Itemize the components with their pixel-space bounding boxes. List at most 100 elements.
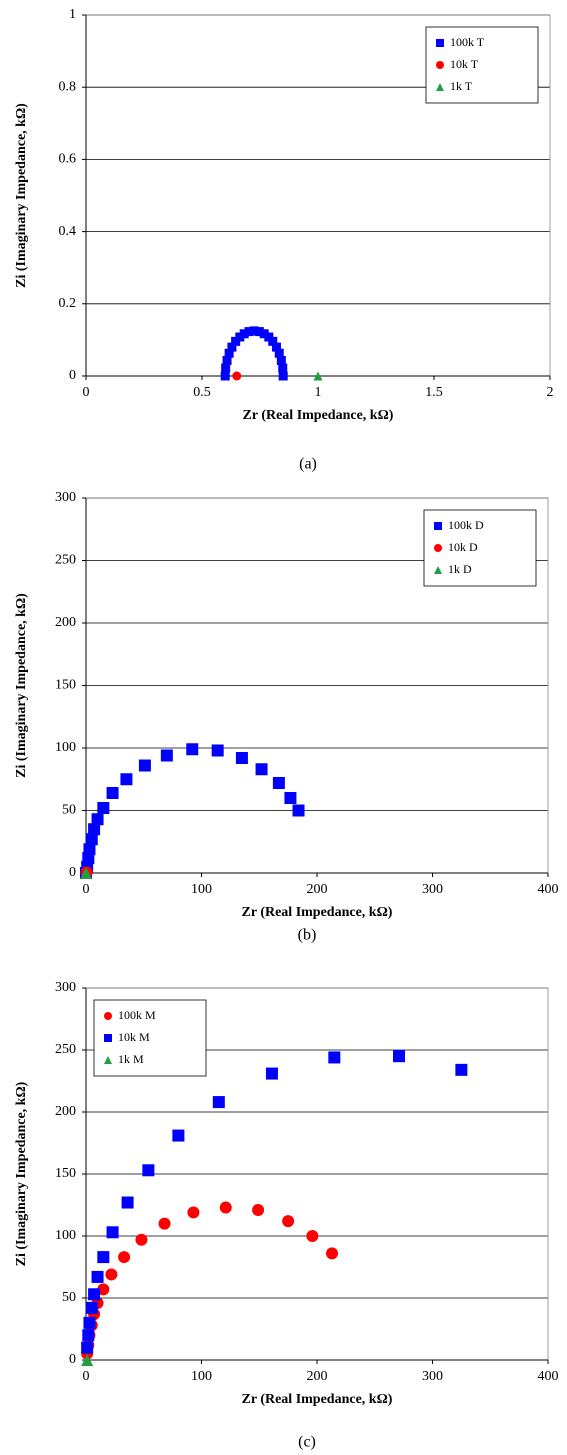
data-point	[83, 1316, 96, 1329]
data-point	[328, 1051, 341, 1064]
y-tick-label: 0	[69, 368, 76, 383]
y-tick-label: 300	[55, 490, 76, 505]
data-point	[186, 743, 199, 756]
data-point	[85, 833, 98, 846]
y-tick-label: 0.6	[59, 152, 77, 167]
legend-label: 10k M	[118, 1030, 150, 1044]
data-point	[220, 371, 230, 381]
data-point	[231, 336, 241, 346]
y-tick-label: 0	[69, 1352, 76, 1367]
data-point	[160, 749, 173, 762]
legend-label: 100k M	[118, 1008, 156, 1022]
y-tick-label: 0	[69, 865, 76, 880]
y-tick-label: 50	[62, 1290, 76, 1305]
x-tick-label: 100	[191, 882, 212, 897]
data-point	[278, 371, 288, 381]
y-tick-label: 0.2	[59, 296, 77, 311]
data-point	[81, 1354, 94, 1366]
data-point	[88, 823, 101, 836]
legend-label: 1k T	[450, 79, 473, 93]
data-point	[276, 355, 286, 365]
data-point	[106, 1226, 119, 1239]
data-point	[271, 342, 281, 352]
data-point	[227, 342, 237, 352]
x-tick-label: 0	[83, 385, 90, 400]
x-tick-label: 0	[83, 1369, 90, 1384]
x-tick-label: 300	[422, 1369, 443, 1384]
data-point	[264, 332, 274, 342]
legend-box	[425, 26, 539, 104]
legend-label: 10k T	[450, 57, 479, 71]
data-point	[313, 371, 323, 381]
data-point	[284, 792, 297, 804]
data-point	[106, 787, 119, 799]
data-point	[105, 1268, 118, 1281]
legend-marker	[104, 1034, 112, 1042]
data-point	[212, 1096, 225, 1109]
legend-label: 1k M	[118, 1052, 144, 1066]
data-point	[158, 1217, 171, 1230]
x-tick-label: 2	[547, 385, 554, 400]
data-point	[265, 1067, 278, 1080]
y-tick-label: 100	[55, 740, 76, 755]
y-tick-label: 1	[69, 7, 76, 22]
x-tick-label: 200	[307, 882, 328, 897]
caption: (a)	[299, 456, 317, 473]
y-tick-label: 150	[55, 1166, 76, 1181]
x-axis-label: Zr (Real Impedance, kΩ)	[242, 905, 393, 920]
legend-marker	[434, 522, 442, 530]
data-point	[138, 759, 151, 772]
y-tick-label: 0.8	[59, 79, 77, 94]
data-point	[272, 777, 285, 789]
legend-box	[93, 999, 207, 1077]
data-point	[292, 804, 305, 817]
legend-label: 100k D	[448, 518, 484, 532]
x-axis-label: Zr (Real Impedance, kΩ)	[243, 408, 394, 423]
legend-label: 1k D	[448, 562, 472, 576]
y-tick-label: 50	[62, 803, 76, 818]
legend-marker	[436, 39, 444, 47]
x-tick-label: 1.5	[425, 385, 443, 400]
data-point	[249, 326, 259, 336]
x-tick-label: 300	[422, 882, 443, 897]
x-tick-label: 0	[83, 882, 90, 897]
legend-marker	[104, 1056, 112, 1064]
x-tick-label: 1	[315, 385, 322, 400]
data-point	[306, 1230, 319, 1242]
y-axis-label: Zi (Imaginary Impedance, kΩ)	[14, 103, 29, 288]
y-tick-label: 0.4	[59, 224, 77, 239]
data-point	[142, 1164, 155, 1177]
data-point	[88, 1288, 101, 1301]
y-tick-label: 100	[55, 1228, 76, 1243]
data-point	[219, 1201, 232, 1214]
data-point	[118, 1251, 131, 1264]
y-tick-label: 250	[55, 1042, 76, 1057]
legend-marker	[434, 566, 442, 574]
data-point	[252, 1203, 265, 1216]
data-point	[85, 1301, 98, 1314]
data-point	[244, 327, 254, 337]
data-point	[80, 867, 92, 879]
caption: (b)	[298, 927, 317, 944]
data-point	[224, 348, 234, 358]
data-point	[222, 355, 232, 365]
legend-marker	[104, 1012, 112, 1020]
data-point	[97, 1251, 110, 1264]
data-point	[254, 327, 264, 337]
data-point	[259, 329, 269, 339]
x-tick-label: 200	[307, 1369, 328, 1384]
data-point	[97, 1283, 110, 1296]
data-point	[232, 371, 242, 381]
y-tick-label: 200	[55, 1104, 76, 1119]
data-point	[121, 1196, 134, 1209]
data-point	[274, 348, 284, 358]
data-point	[282, 1215, 295, 1228]
data-point	[255, 763, 268, 776]
legend-marker	[436, 83, 444, 91]
x-tick-label: 400	[538, 882, 559, 897]
x-tick-label: 400	[538, 1369, 559, 1384]
data-point	[135, 1233, 148, 1246]
data-point	[221, 363, 231, 373]
data-point	[187, 1206, 200, 1219]
